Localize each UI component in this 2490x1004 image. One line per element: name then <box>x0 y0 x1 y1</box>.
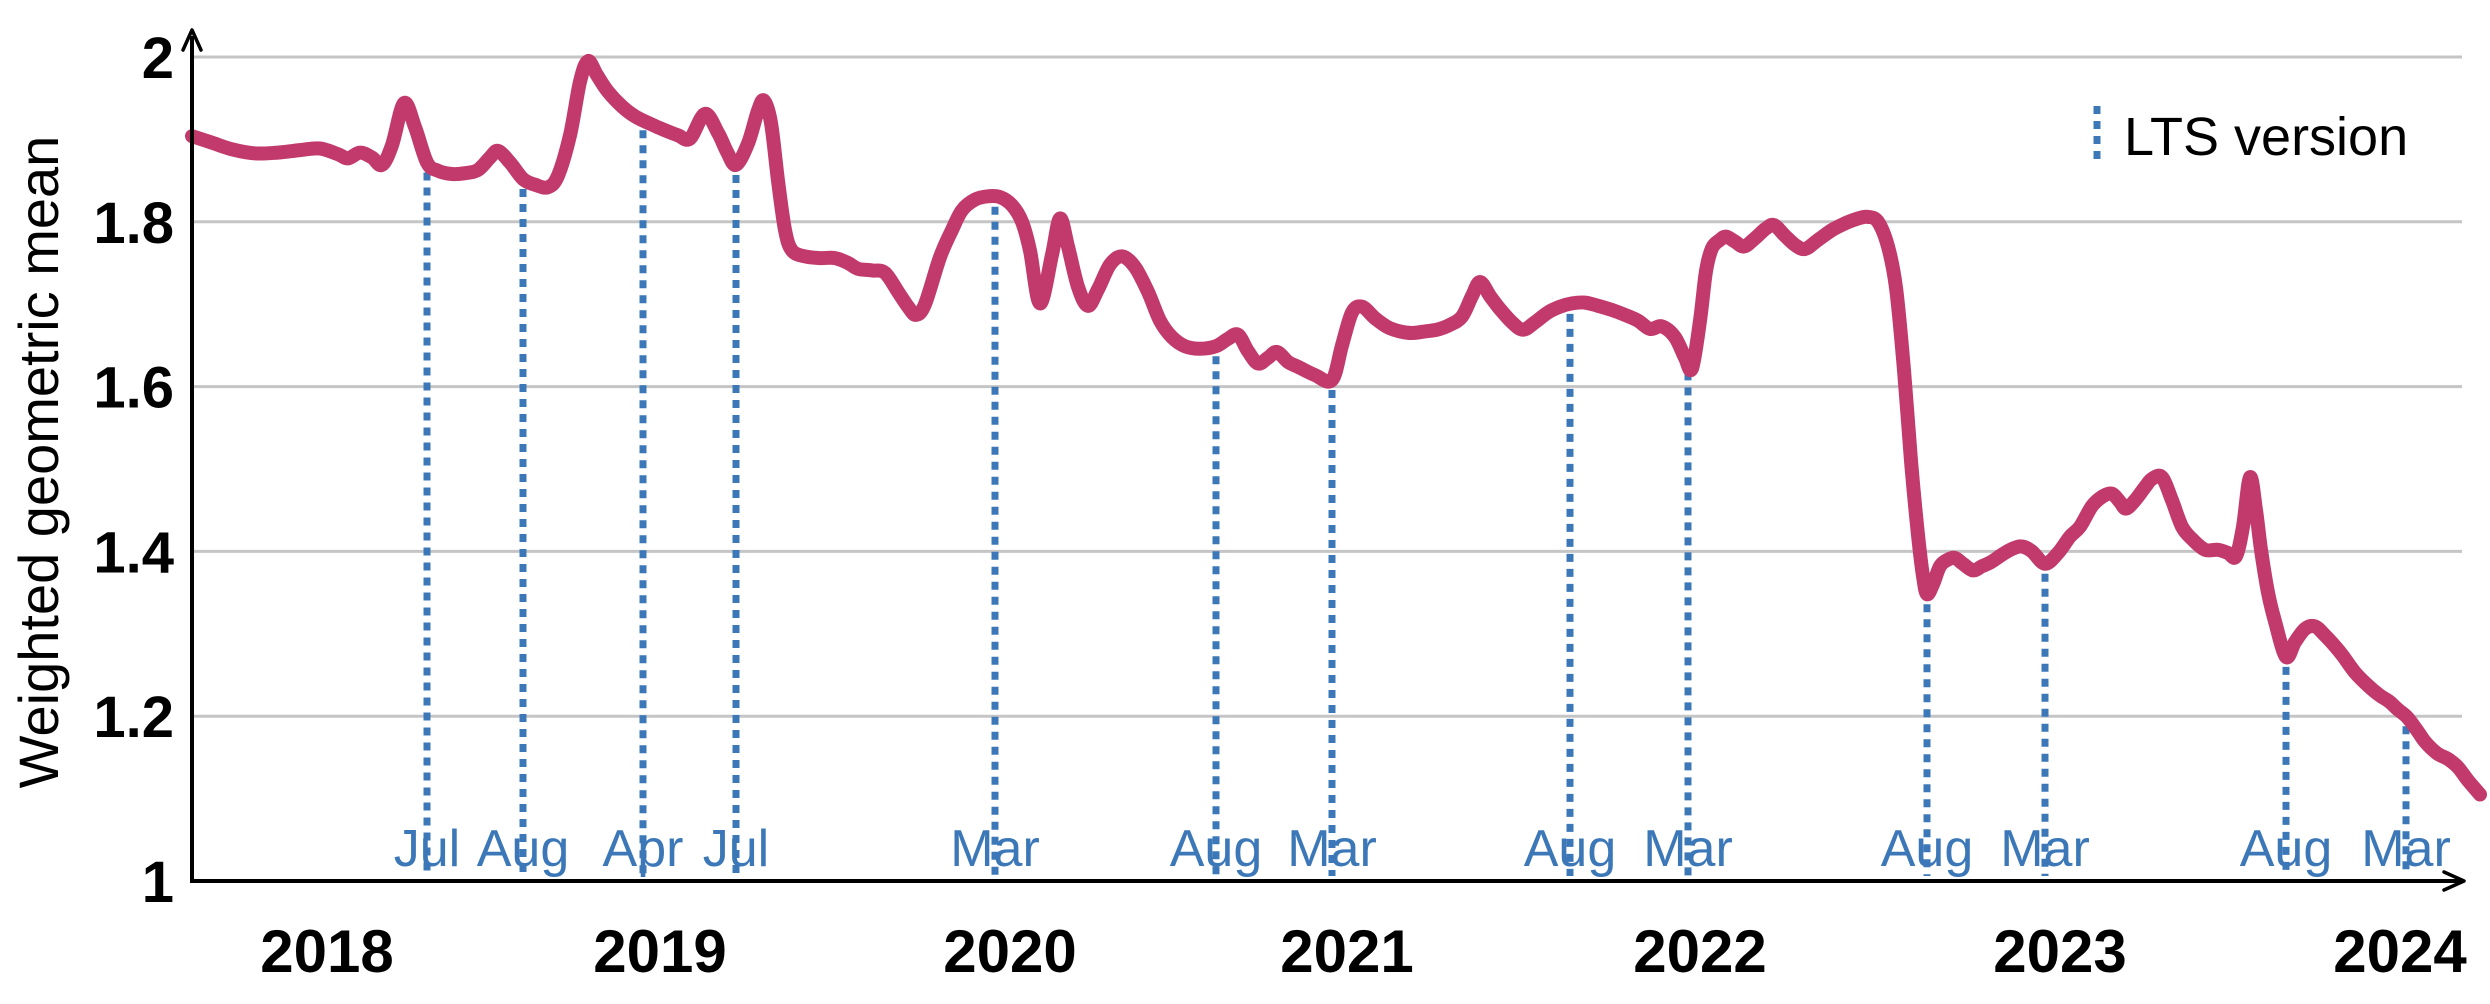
lts-month-label-mar-4: Mar <box>950 820 1040 878</box>
axes <box>181 28 2466 892</box>
lts-marker-lines <box>423 130 2410 876</box>
y-tick-label-1.2: 1.2 <box>93 685 174 750</box>
benchmark-series-line <box>185 54 2487 802</box>
y-tick-label-2: 2 <box>142 26 174 91</box>
lts-month-label-aug-1: Aug <box>477 820 570 878</box>
y-axis-arrow-icon <box>181 28 203 52</box>
lts-month-label-mar-8: Mar <box>1643 820 1733 878</box>
legend-label: LTS version <box>2124 107 2408 167</box>
y-tick-label-1: 1 <box>142 850 174 915</box>
year-label-2022: 2022 <box>1633 918 1766 985</box>
lts-month-label-aug-7: Aug <box>1524 820 1617 878</box>
lts-month-label-aug-11: Aug <box>2240 820 2333 878</box>
lts-month-label-apr-2: Apr <box>603 820 684 878</box>
lts-month-label-mar-6: Mar <box>1287 820 1377 878</box>
year-label-2020: 2020 <box>943 918 1076 985</box>
lts-month-label-aug-5: Aug <box>1170 820 1263 878</box>
year-label-2019: 2019 <box>593 918 726 985</box>
year-label-2018: 2018 <box>260 918 393 985</box>
y-tick-label-1.8: 1.8 <box>93 191 174 256</box>
lts-month-label-aug-9: Aug <box>1881 820 1974 878</box>
x-axis-arrow-icon <box>2442 870 2466 892</box>
year-label-2023: 2023 <box>1993 918 2126 985</box>
lts-month-labels: Jul Aug Apr Jul Mar Aug Mar Aug Mar Aug Mar Aug Mar <box>394 820 2451 878</box>
y-tick-label-1.6: 1.6 <box>93 356 174 421</box>
year-label-2024: 2024 <box>2333 918 2467 985</box>
lts-month-label-jul-3: Jul <box>703 820 769 878</box>
lts-month-label-mar-10: Mar <box>2000 820 2090 878</box>
year-label-2021: 2021 <box>1280 918 1413 985</box>
lts-month-label-jul-0: Jul <box>394 820 460 878</box>
y-tick-label-1.4: 1.4 <box>93 520 174 585</box>
y-axis-title: Weighted geometric mean <box>7 136 70 789</box>
y-tick-labels: 2 1.8 1.6 1.4 1.2 1 <box>93 26 174 915</box>
year-tick-labels: 2018 2019 2020 2021 2022 2023 2024 <box>260 918 2467 985</box>
lts-month-label-mar-12: Mar <box>2361 820 2451 878</box>
legend: LTS version <box>2093 106 2408 167</box>
